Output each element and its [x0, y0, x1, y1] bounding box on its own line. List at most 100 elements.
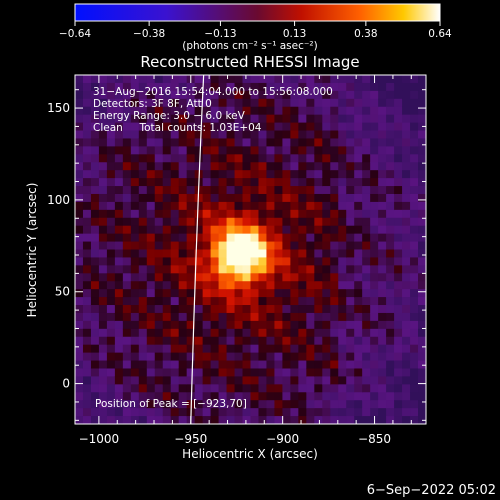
heatmap-pixel — [330, 209, 339, 219]
heatmap-pixel — [386, 209, 395, 219]
heatmap-pixel — [354, 281, 363, 290]
heatmap-pixel — [402, 400, 411, 409]
heatmap-pixel — [82, 75, 92, 84]
heatmap-pixel — [314, 360, 323, 370]
heatmap-pixel — [154, 82, 164, 92]
heatmap-pixel — [226, 249, 236, 259]
heatmap-pixel — [386, 114, 395, 124]
heatmap-pixel — [402, 114, 411, 124]
heatmap-pixel — [114, 297, 124, 306]
heatmap-pixel — [122, 352, 132, 362]
heatmap-pixel — [394, 305, 403, 314]
heatmap-pixel — [274, 384, 284, 393]
heatmap-pixel — [106, 178, 116, 187]
heatmap-pixel — [274, 82, 284, 92]
heatmap-pixel — [98, 368, 108, 378]
heatmap-pixel — [418, 209, 426, 219]
heatmap-image — [75, 75, 426, 424]
heatmap-pixel — [338, 122, 347, 132]
heatmap-pixel — [370, 384, 379, 393]
heatmap-pixel — [242, 146, 252, 155]
heatmap-pixel — [370, 289, 379, 298]
heatmap-pixel — [266, 114, 276, 124]
heatmap-pixel — [250, 186, 260, 195]
heatmap-pixel — [75, 257, 84, 266]
heatmap-pixel — [338, 368, 347, 378]
heatmap-pixel — [410, 249, 419, 259]
heatmap-pixel — [218, 90, 228, 100]
heatmap-pixel — [178, 114, 188, 124]
heatmap-pixel — [290, 257, 299, 266]
heatmap-pixel — [410, 209, 419, 219]
heatmap-pixel — [194, 305, 204, 314]
heatmap-pixel — [210, 106, 220, 116]
heatmap-pixel — [114, 154, 124, 163]
heatmap-pixel — [282, 392, 291, 401]
heatmap-pixel — [258, 154, 268, 163]
heatmap-pixel — [75, 265, 84, 274]
heatmap-pixel — [266, 186, 276, 195]
heatmap-pixel — [386, 384, 395, 393]
heatmap-pixel — [370, 193, 379, 203]
heatmap-pixel — [314, 281, 323, 290]
heatmap-pixel — [234, 273, 244, 282]
heatmap-pixel — [386, 98, 395, 108]
heatmap-pixel — [138, 408, 148, 417]
heatmap-pixel — [258, 352, 268, 362]
heatmap-pixel — [410, 352, 419, 362]
heatmap-pixel — [258, 297, 268, 306]
heatmap-pixel — [234, 376, 244, 385]
heatmap-pixel — [306, 416, 315, 424]
heatmap-pixel — [138, 416, 148, 424]
heatmap-pixel — [210, 400, 220, 409]
heatmap-pixel — [298, 225, 307, 235]
heatmap-pixel — [178, 90, 188, 100]
heatmap-pixel — [98, 82, 108, 92]
heatmap-pixel — [82, 193, 92, 203]
heatmap-pixel — [410, 312, 419, 322]
heatmap-pixel — [266, 122, 276, 132]
heatmap-pixel — [410, 146, 419, 155]
heatmap-pixel — [75, 130, 84, 140]
heatmap-pixel — [98, 305, 108, 314]
heatmap-pixel — [114, 162, 124, 171]
heatmap-pixel — [242, 360, 252, 370]
heatmap-pixel — [154, 146, 164, 155]
heatmap-pixel — [226, 90, 236, 100]
heatmap-pixel — [386, 297, 395, 306]
heatmap-pixel — [234, 400, 244, 409]
heatmap-pixel — [258, 130, 268, 140]
heatmap-pixel — [314, 297, 323, 306]
heatmap-pixel — [314, 114, 323, 124]
heatmap-pixel — [410, 305, 419, 314]
heatmap-pixel — [362, 352, 371, 362]
heatmap-pixel — [98, 217, 108, 227]
heatmap-pixel — [202, 408, 212, 417]
heatmap-pixel — [250, 154, 260, 163]
heatmap-pixel — [362, 265, 371, 274]
heatmap-pixel — [218, 392, 228, 401]
heatmap-pixel — [218, 408, 228, 417]
heatmap-pixel — [298, 75, 307, 84]
heatmap-pixel — [234, 416, 244, 424]
heatmap-pixel — [178, 265, 188, 274]
heatmap-pixel — [266, 154, 276, 163]
heatmap-pixel — [234, 257, 244, 266]
heatmap-pixel — [306, 138, 315, 147]
heatmap-pixel — [250, 201, 260, 211]
heatmap-pixel — [82, 265, 92, 274]
heatmap-pixel — [258, 209, 268, 219]
heatmap-pixel — [330, 201, 339, 211]
heatmap-pixel — [298, 360, 307, 370]
heatmap-pixel — [290, 305, 299, 314]
heatmap-pixel — [362, 162, 371, 171]
heatmap-pixel — [186, 336, 196, 346]
heatmap-pixel — [106, 384, 116, 393]
heatmap-pixel — [338, 265, 347, 274]
heatmap-pixel — [82, 130, 92, 140]
heatmap-pixel — [170, 201, 180, 211]
heatmap-pixel — [298, 233, 307, 243]
heatmap-pixel — [258, 146, 268, 155]
heatmap-pixel — [75, 138, 84, 147]
heatmap-pixel — [282, 162, 291, 171]
